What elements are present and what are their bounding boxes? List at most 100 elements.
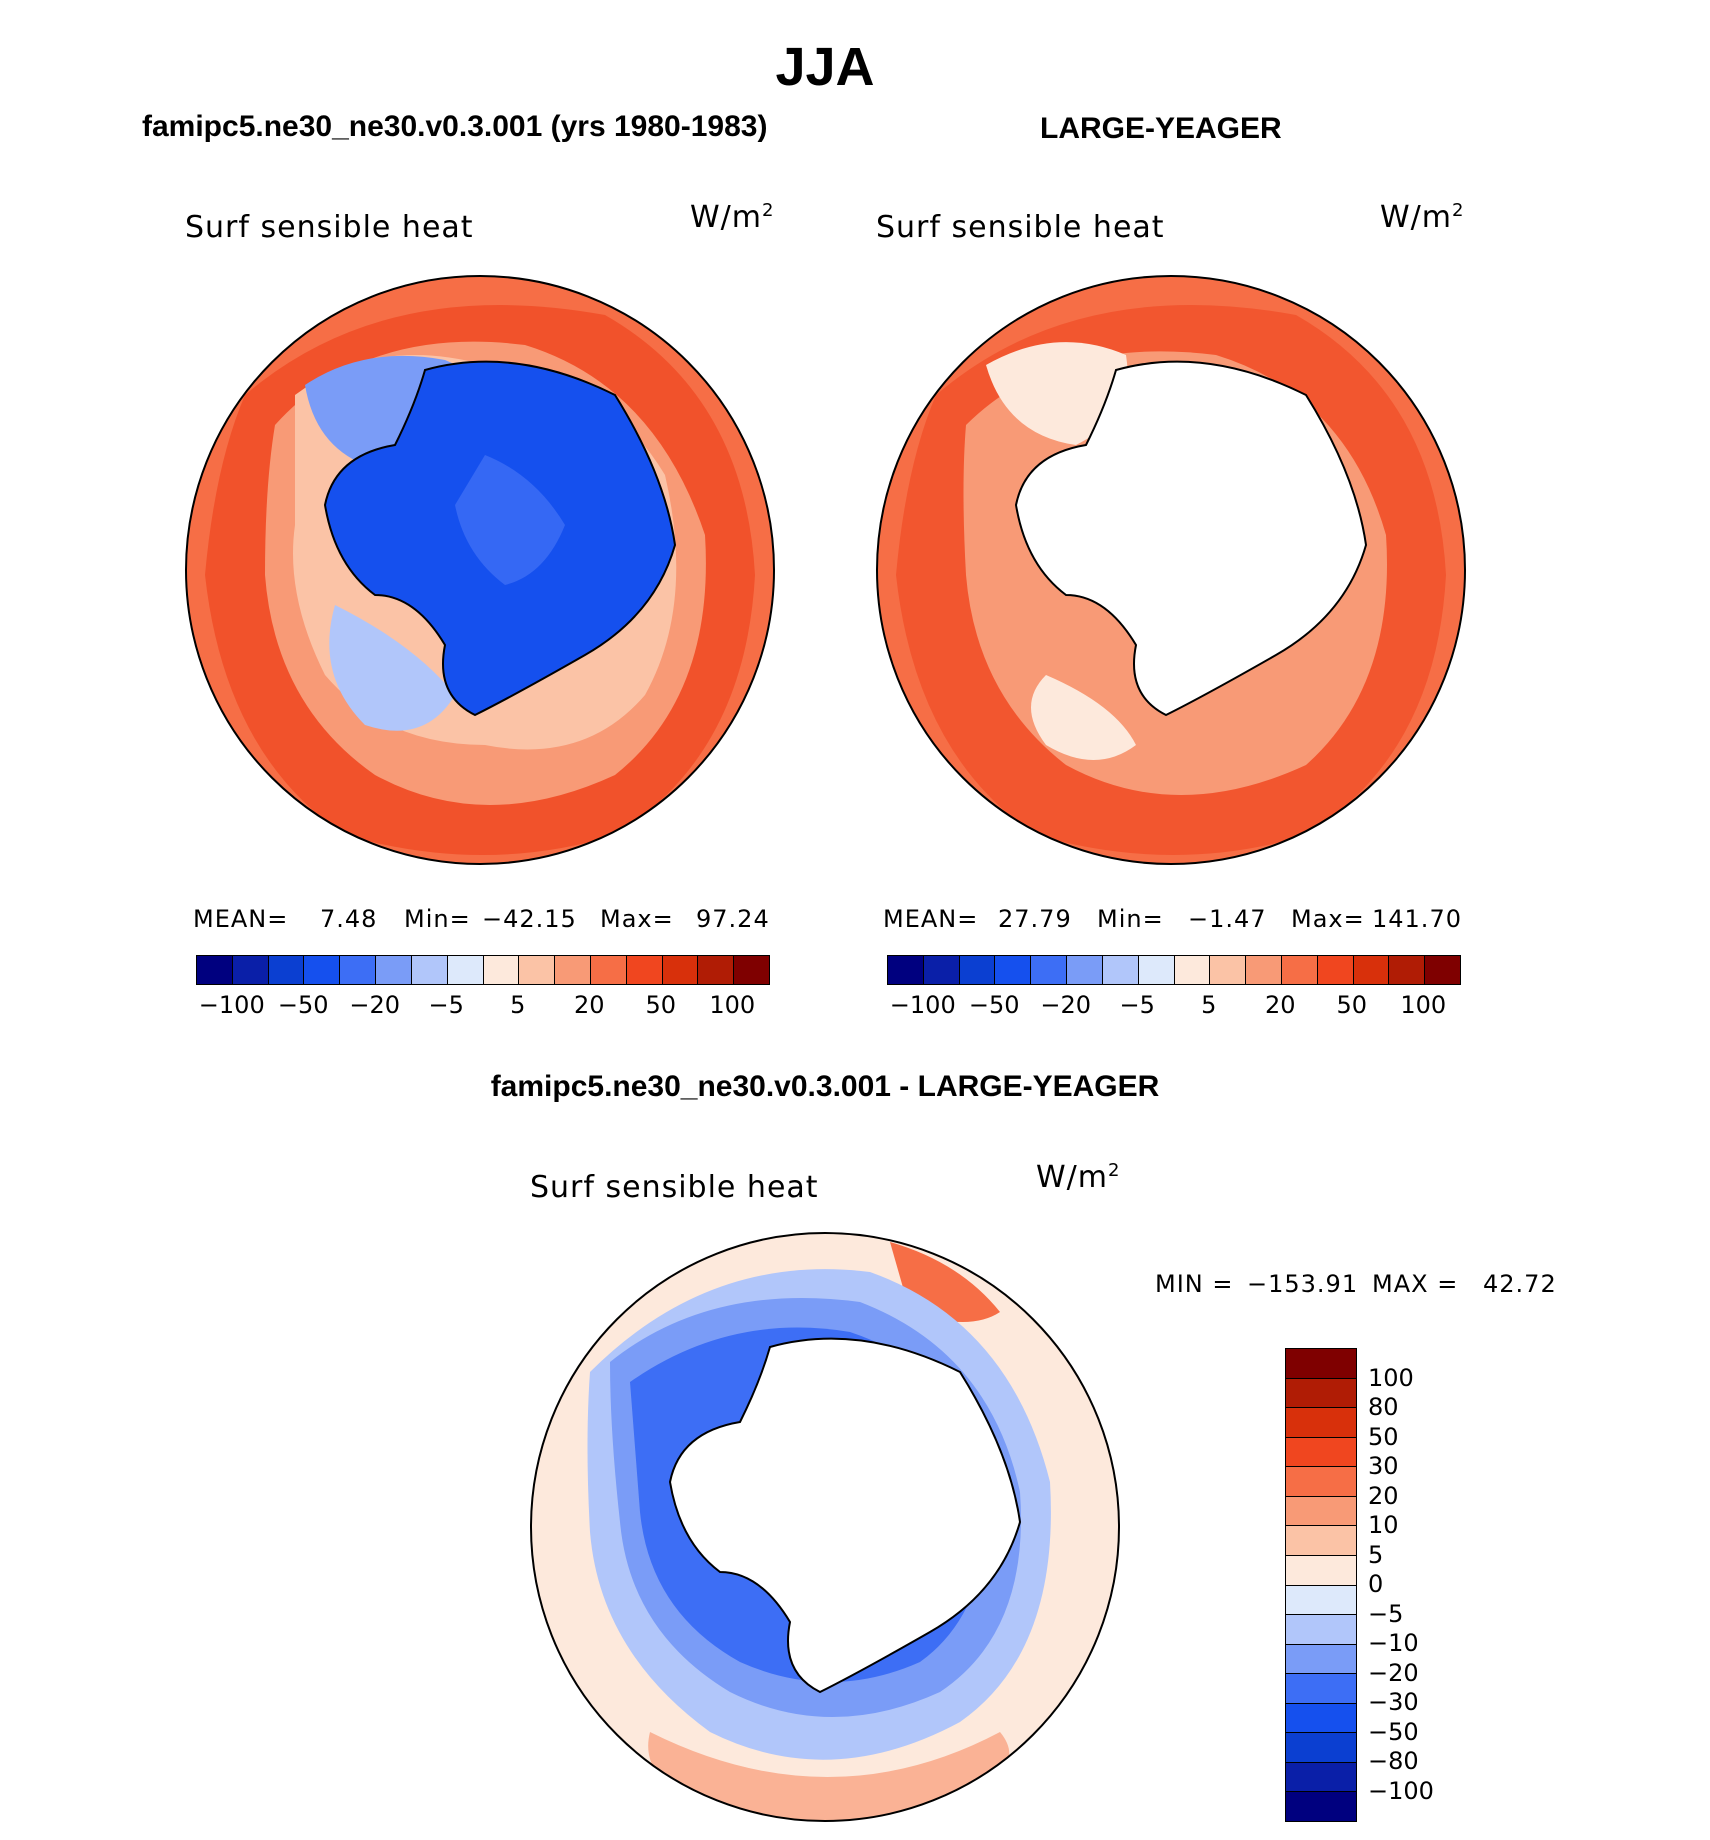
- colorbar-swatch: [1286, 1349, 1356, 1379]
- colorbar-swatch: [304, 956, 341, 984]
- colorbar-swatch: [1353, 956, 1390, 984]
- left-variable-label: Surf sensible heat: [185, 210, 474, 245]
- colorbar-tick-label: −20: [1368, 1658, 1419, 1687]
- colorbar-tick-label: 5: [1368, 1540, 1384, 1569]
- colorbar-tick-label: −5: [1368, 1599, 1404, 1628]
- colorbar-tick-label: −5: [1119, 991, 1155, 1019]
- colorbar-swatch: [1286, 1615, 1356, 1645]
- colorbar-tick-label: 20: [573, 991, 605, 1019]
- colorbar-tick-label: 20: [1368, 1481, 1399, 1510]
- diff-colorbar: [1285, 1348, 1357, 1822]
- colorbar-tick-label: −100: [1368, 1776, 1434, 1805]
- colorbar-swatch: [232, 956, 269, 984]
- colorbar-swatch: [959, 956, 996, 984]
- colorbar-swatch: [483, 956, 520, 984]
- right-polar-map: [876, 275, 1466, 865]
- colorbar-swatch: [1286, 1408, 1356, 1438]
- colorbar-swatch: [923, 956, 960, 984]
- diff-max-value: 42.72: [1483, 1270, 1557, 1298]
- right-mean-label: MEAN=: [883, 905, 979, 933]
- left-max-value: 97.24: [696, 905, 770, 933]
- right-units-label: W/m2: [1380, 200, 1465, 235]
- colorbar-tick-label: 0: [1368, 1570, 1384, 1598]
- colorbar-swatch: [626, 956, 663, 984]
- right-weddell-warm: [986, 342, 1128, 445]
- left-units-label: W/m2: [690, 200, 775, 235]
- colorbar-swatch: [1286, 1437, 1356, 1468]
- colorbar-swatch: [1286, 1467, 1356, 1497]
- colorbar-swatch: [1174, 956, 1211, 984]
- colorbar-swatch: [1286, 1674, 1356, 1704]
- left-panel-title: famipc5.ne30_ne30.v0.3.001 (yrs 1980-198…: [142, 110, 768, 143]
- colorbar-swatch: [555, 956, 591, 984]
- colorbar-swatch: [1138, 956, 1175, 984]
- colorbar-tick-label: 30: [1368, 1452, 1399, 1480]
- colorbar-tick-label: −50: [277, 991, 329, 1019]
- colorbar-swatch: [268, 956, 305, 984]
- colorbar-tick-label: 100: [1368, 1363, 1414, 1392]
- colorbar-tick-label: 100: [1400, 991, 1447, 1019]
- colorbar-swatch: [1286, 1526, 1356, 1556]
- colorbar-swatch: [1246, 956, 1282, 984]
- right-min-value: −1.47: [1188, 905, 1267, 933]
- colorbar-swatch: [1389, 956, 1426, 984]
- colorbar-swatch: [1286, 1762, 1356, 1793]
- diff-min-label: MIN =: [1155, 1270, 1234, 1298]
- left-interior-patch: [455, 455, 565, 585]
- colorbar-tick-label: −30: [1368, 1688, 1419, 1716]
- colorbar-swatch: [590, 956, 627, 984]
- colorbar-tick-label: 10: [1368, 1511, 1399, 1539]
- right-min-label: Min=: [1097, 905, 1164, 933]
- main-title: JJA: [775, 37, 875, 97]
- colorbar-swatch: [1210, 956, 1247, 984]
- colorbar-swatch: [1286, 1585, 1356, 1616]
- colorbar-swatch: [340, 956, 377, 984]
- colorbar-tick-label: −20: [349, 991, 401, 1019]
- left-max-label: Max=: [600, 905, 674, 933]
- colorbar-swatch: [1286, 1733, 1356, 1763]
- left-colorbar: [196, 955, 770, 985]
- colorbar-tick-label: −20: [1040, 991, 1092, 1019]
- left-map-border: [185, 275, 775, 865]
- colorbar-swatch: [888, 956, 924, 984]
- colorbar-swatch: [1031, 956, 1068, 984]
- colorbar-tick-label: 5: [510, 991, 526, 1019]
- diff-units-label: W/m2: [1036, 1160, 1121, 1195]
- colorbar-swatch: [995, 956, 1032, 984]
- colorbar-tick-label: −100: [889, 991, 956, 1019]
- left-polar-map: [185, 275, 775, 865]
- diff-polar-map: [530, 1232, 1120, 1822]
- colorbar-swatch: [1425, 956, 1460, 984]
- colorbar-swatch: [1286, 1496, 1356, 1527]
- colorbar-swatch: [197, 956, 233, 984]
- right-map-border: [876, 275, 1466, 865]
- left-mean-label: MEAN=: [193, 905, 289, 933]
- colorbar-swatch: [1286, 1378, 1356, 1409]
- colorbar-swatch: [1281, 956, 1318, 984]
- colorbar-tick-label: 50: [1336, 991, 1368, 1019]
- colorbar-swatch: [1286, 1792, 1356, 1821]
- colorbar-tick-label: −50: [1368, 1717, 1419, 1746]
- right-antarctica: [1014, 360, 1368, 717]
- left-mean-value: 7.48: [320, 905, 378, 933]
- diff-max-label: MAX =: [1372, 1270, 1459, 1298]
- diff-variable-label: Surf sensible heat: [530, 1170, 819, 1205]
- colorbar-swatch: [1102, 956, 1139, 984]
- left-ross-cold: [329, 605, 455, 731]
- colorbar-swatch: [519, 956, 556, 984]
- colorbar-tick-label: −50: [968, 991, 1020, 1019]
- diff-panel-title: famipc5.ne30_ne30.v0.3.001 - LARGE-YEAGE…: [490, 1070, 1160, 1103]
- colorbar-tick-label: 100: [709, 991, 756, 1019]
- right-panel-title: LARGE-YEAGER: [1040, 112, 1282, 145]
- right-ross-warm: [1031, 675, 1136, 760]
- colorbar-tick-label: 50: [645, 991, 677, 1019]
- colorbar-swatch: [376, 956, 412, 984]
- colorbar-tick-label: 20: [1264, 991, 1296, 1019]
- left-min-label: Min=: [404, 905, 471, 933]
- diff-antarctica: [668, 1337, 1022, 1694]
- colorbar-tick-label: −10: [1368, 1629, 1419, 1657]
- colorbar-swatch: [1286, 1555, 1356, 1586]
- colorbar-swatch: [411, 956, 448, 984]
- colorbar-swatch: [1317, 956, 1354, 984]
- diff-min-value: −153.91: [1247, 1270, 1359, 1298]
